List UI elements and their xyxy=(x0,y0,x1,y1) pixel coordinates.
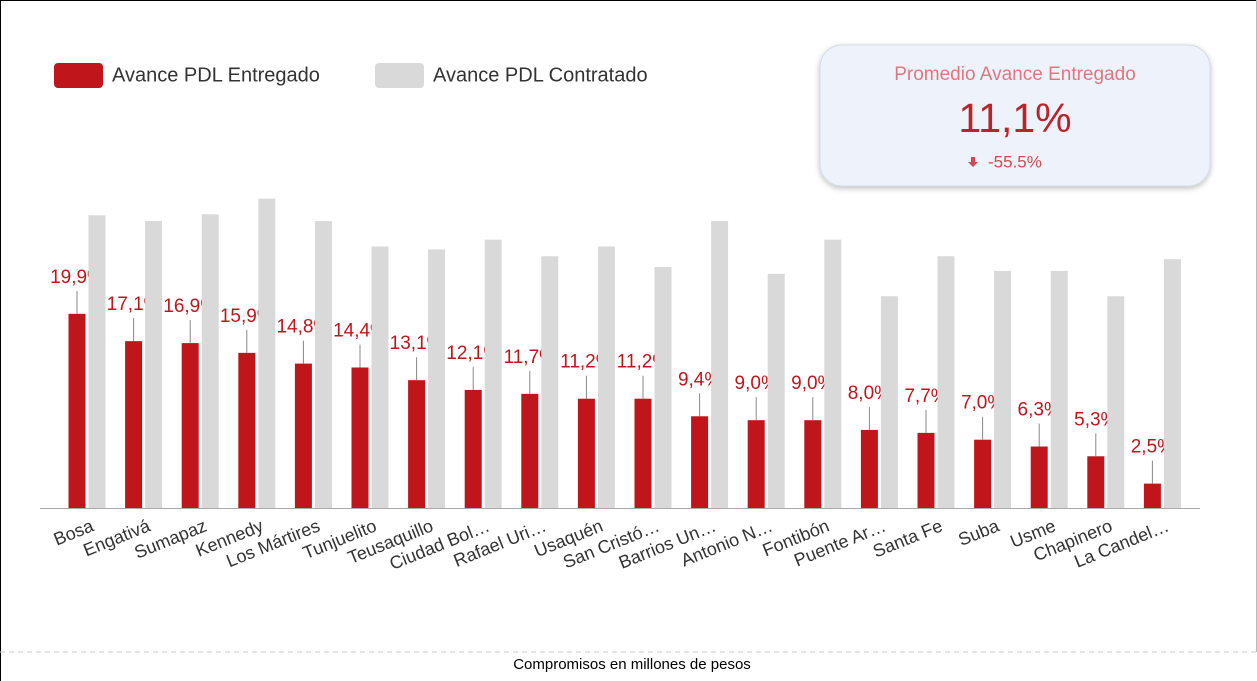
bar xyxy=(937,256,955,508)
data-label: 8,0% xyxy=(848,383,891,404)
bar xyxy=(767,273,785,508)
data-label: 7,0% xyxy=(961,393,1004,414)
data-label: 9,0% xyxy=(791,373,834,394)
bar xyxy=(1163,259,1181,508)
bar xyxy=(1107,296,1125,508)
data-label: 2,5% xyxy=(1131,437,1174,458)
bar xyxy=(634,398,652,508)
bar xyxy=(654,266,672,508)
bar xyxy=(294,363,312,508)
bar xyxy=(351,367,369,508)
kpi-value: 11,1% xyxy=(958,95,1071,141)
legend-swatch xyxy=(54,63,103,88)
bar xyxy=(747,420,765,508)
bar xyxy=(484,239,502,508)
bar xyxy=(860,429,878,508)
data-label: 5,3% xyxy=(1074,409,1117,430)
bar xyxy=(541,256,559,508)
legend-label: Avance PDL Entregado xyxy=(112,64,320,86)
kpi-box xyxy=(819,44,1211,187)
data-label: 7,7% xyxy=(904,386,947,407)
bar xyxy=(974,439,992,508)
bar xyxy=(258,198,276,508)
bar xyxy=(521,393,539,508)
kpi-delta: -55.5% xyxy=(988,152,1042,171)
bar xyxy=(917,432,935,508)
bar xyxy=(994,270,1012,508)
data-label: 9,4% xyxy=(678,369,721,390)
bar xyxy=(691,416,709,508)
bar xyxy=(238,352,256,508)
bar xyxy=(145,221,163,509)
bar xyxy=(1143,483,1161,508)
down-arrow xyxy=(968,157,978,167)
footer: Compromisos en millones de pesos xyxy=(513,656,751,673)
bar xyxy=(824,239,842,508)
bar xyxy=(125,341,143,508)
bar xyxy=(428,249,446,508)
bar xyxy=(597,246,615,509)
bar xyxy=(68,313,86,508)
bar xyxy=(711,221,729,509)
bar xyxy=(464,389,482,508)
bar xyxy=(1087,456,1105,508)
legend-label: Avance PDL Contratado xyxy=(433,64,648,86)
data-label: 9,0% xyxy=(735,373,778,394)
bar xyxy=(314,221,332,509)
bar xyxy=(804,420,822,508)
bar xyxy=(88,215,106,509)
bar xyxy=(880,296,898,508)
bar xyxy=(1050,270,1068,508)
bar xyxy=(201,214,219,508)
bar xyxy=(371,246,389,509)
bar xyxy=(181,343,199,508)
bar xyxy=(408,380,426,508)
bar xyxy=(577,398,595,508)
bar xyxy=(1030,446,1048,508)
data-label: 6,3% xyxy=(1018,400,1061,421)
legend-swatch xyxy=(375,63,424,88)
kpi-card: Promedio Avance Entregado 11,1% -55.5% xyxy=(819,44,1211,187)
kpi-title: Promedio Avance Entregado xyxy=(894,64,1136,85)
